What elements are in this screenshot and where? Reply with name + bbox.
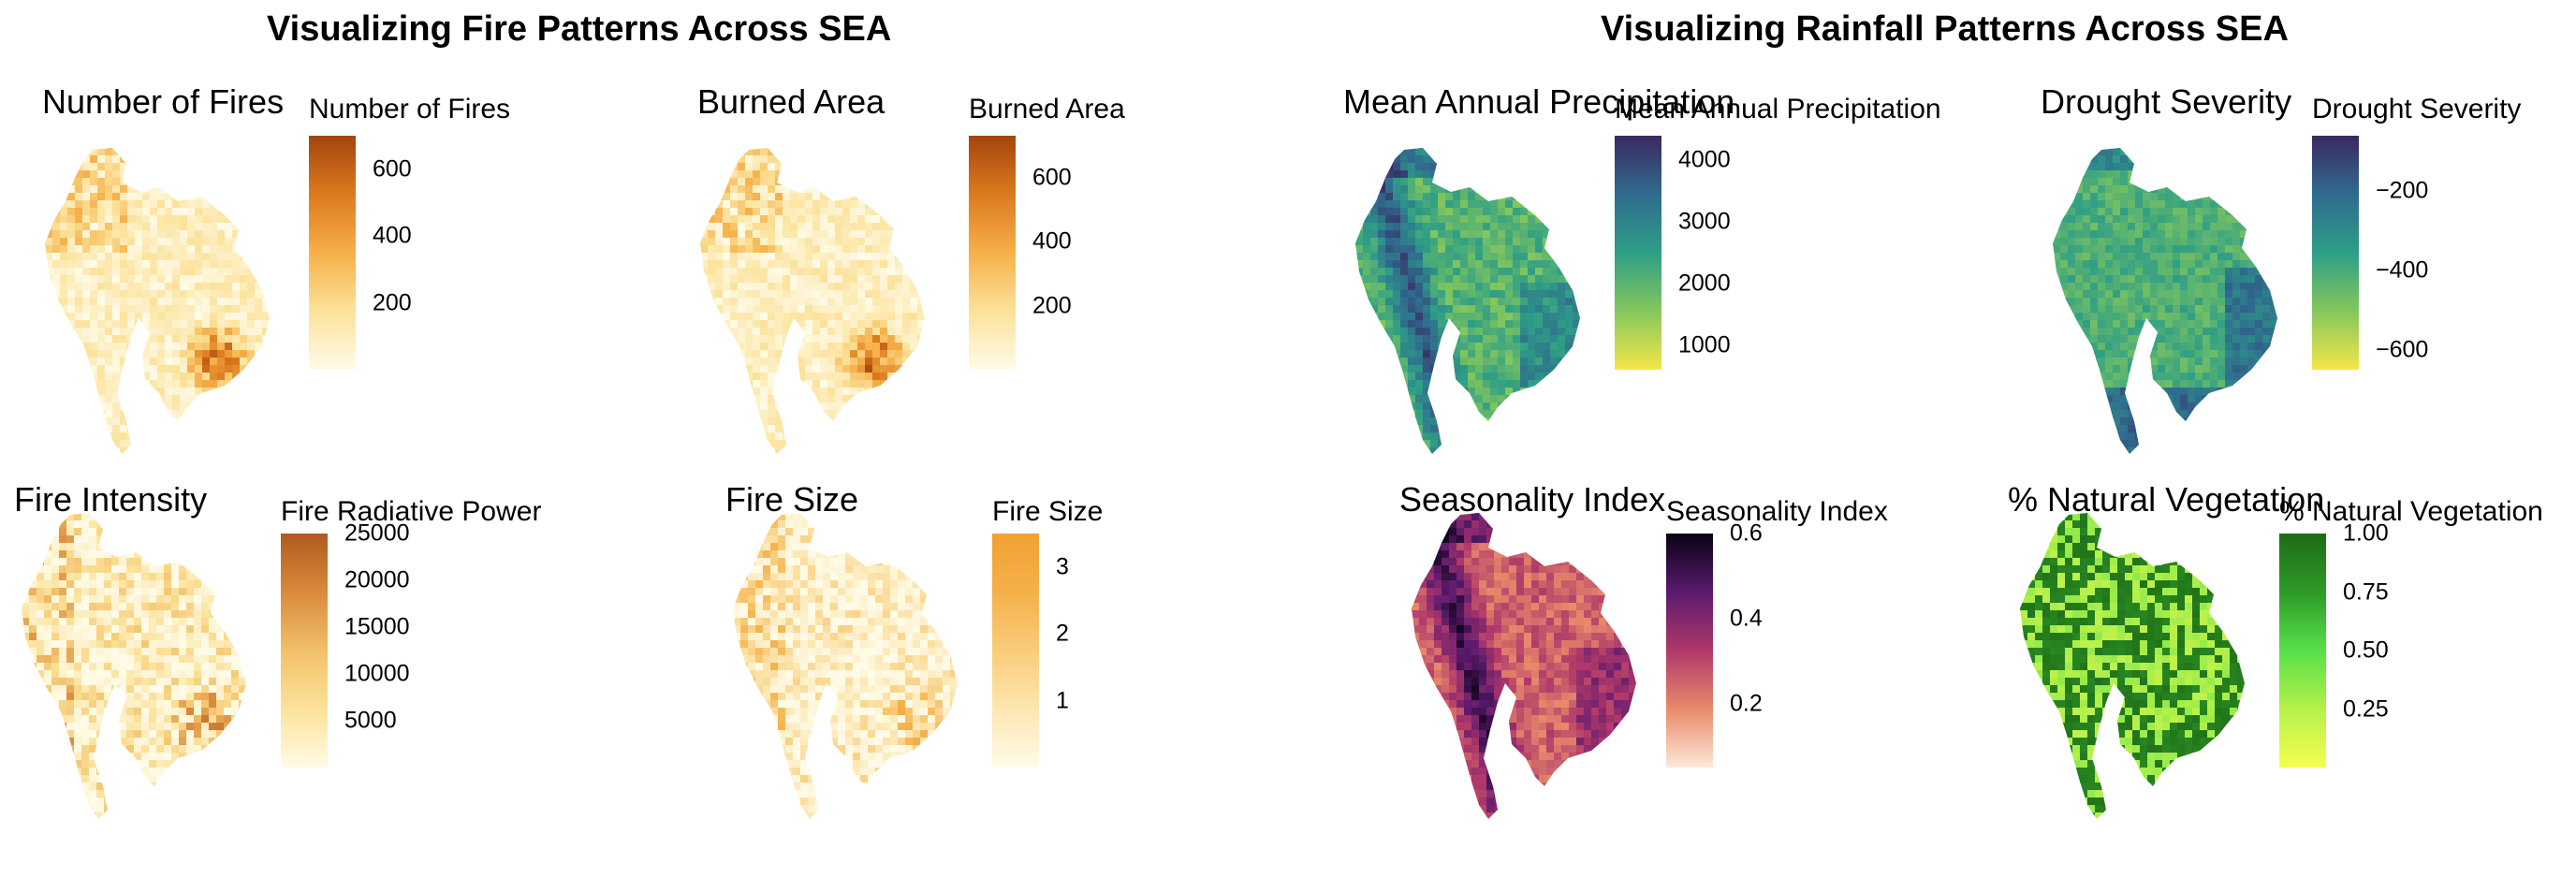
legend-tick-label: 4000 (1661, 146, 1731, 173)
panel-title: Burned Area (697, 82, 886, 121)
legend-tick-label: 2000 (1661, 270, 1731, 297)
panel-natural-vegetation: % Natural Vegetation% Natural Vegetation… (1966, 463, 2576, 856)
legend-tick-label: 0.2 (1713, 690, 1763, 717)
legend-tick-label: 15000 (328, 613, 410, 640)
panel-mean-annual-precipitation: Mean Annual Precipitation Mean Annual Pre… (1310, 66, 1956, 459)
legend-tick-label: 25000 (328, 519, 410, 547)
panel-number-of-fires: Number of Fires Number of Fires 600 400 200 (0, 66, 646, 459)
legend-tick-label: 2 (1039, 620, 1069, 647)
region-map (1355, 148, 1580, 454)
legend-tick-label: 10000 (328, 660, 410, 687)
region-map (2020, 513, 2245, 819)
legend-title: Mean Annual Precipitation (1615, 94, 1941, 124)
legend-title: Drought Severity (2312, 94, 2522, 124)
legend-tick-label: 1 (1039, 687, 1069, 714)
legend-tick-label: 600 (356, 155, 412, 183)
legend-color-bar (2312, 136, 2359, 370)
fire-section-title: Visualizing Fire Patterns Across SEA (267, 9, 892, 49)
legend-tick-label: 3 (1039, 553, 1069, 580)
region-map (1412, 513, 1636, 819)
panel-title: Seasonality Index (1399, 480, 1666, 519)
legend-color-bar (281, 534, 328, 768)
panel-title: Drought Severity (2041, 82, 2292, 121)
region-map (22, 513, 246, 819)
panel-title: Fire Intensity (14, 480, 208, 519)
legend-color-bar (969, 136, 1016, 370)
legend-tick-label: 200 (1016, 292, 1072, 318)
panel-drought-severity: Drought Severity Drought Severity −200 −400… (1966, 66, 2576, 459)
legend-tick-label: 400 (356, 222, 412, 249)
legend-title: Fire Size (992, 496, 1104, 527)
legend-color-bar (1666, 534, 1713, 768)
legend-tick-label: 400 (1016, 227, 1072, 255)
legend-tick-label: −200 (2358, 177, 2429, 204)
legend-title: Fire Radiative Power (281, 496, 542, 527)
legend-tick-label: 0.4 (1713, 605, 1763, 632)
region-map (733, 513, 958, 819)
legend-tick-label: 0.50 (2326, 637, 2389, 664)
legend-title: Seasonality Index (1666, 496, 1888, 527)
legend-color-bar (309, 136, 356, 370)
legend-tick-label: 0.6 (1713, 519, 1763, 547)
legend-tick-label: 5000 (328, 707, 397, 734)
legend-tick-label: 0.25 (2326, 695, 2389, 722)
legend-tick-label: 3000 (1661, 208, 1731, 235)
panel-title: % Natural Vegetation (2008, 480, 2325, 519)
panel-fire-size: Fire Size Fire Size 3 2 1 (655, 463, 1301, 856)
legend-tick-label: 1000 (1661, 331, 1731, 359)
legend-title: Number of Fires (309, 94, 511, 124)
legend-color-bar (992, 534, 1039, 768)
legend-tick-label: 0.75 (2326, 578, 2389, 605)
panel-burned-area: Burned Area Burned Area 600 400 200 (655, 66, 1301, 459)
legend-tick-label: 200 (356, 289, 412, 316)
panel-fire-intensity: Fire Intensity Fire Radiative Power 25000 2… (0, 463, 646, 856)
legend-tick-label: 1.00 (2326, 519, 2389, 547)
panel-title: Mean Annual Precipitation (1343, 82, 1735, 121)
legend-color-bar (2279, 534, 2326, 768)
legend-tick-label: −400 (2358, 256, 2429, 284)
panel-title: Number of Fires (42, 82, 285, 121)
legend-title: % Natural Vegetation (2279, 496, 2543, 527)
region-map (700, 148, 925, 454)
panel-seasonality-index: Seasonality Index Seasonality Index 0.6 0.4… (1310, 463, 1956, 856)
region-map (45, 148, 270, 454)
region-map (2053, 148, 2277, 454)
legend-tick-label: −600 (2358, 336, 2429, 363)
panel-title: Fire Size (725, 480, 859, 519)
legend-title: Burned Area (969, 94, 1125, 124)
legend-tick-label: 20000 (328, 566, 410, 593)
legend-tick-label: 600 (1016, 164, 1072, 191)
legend-color-bar (1615, 136, 1661, 370)
rainfall-section-title: Visualizing Rainfall Patterns Across SEA (1601, 9, 2289, 49)
